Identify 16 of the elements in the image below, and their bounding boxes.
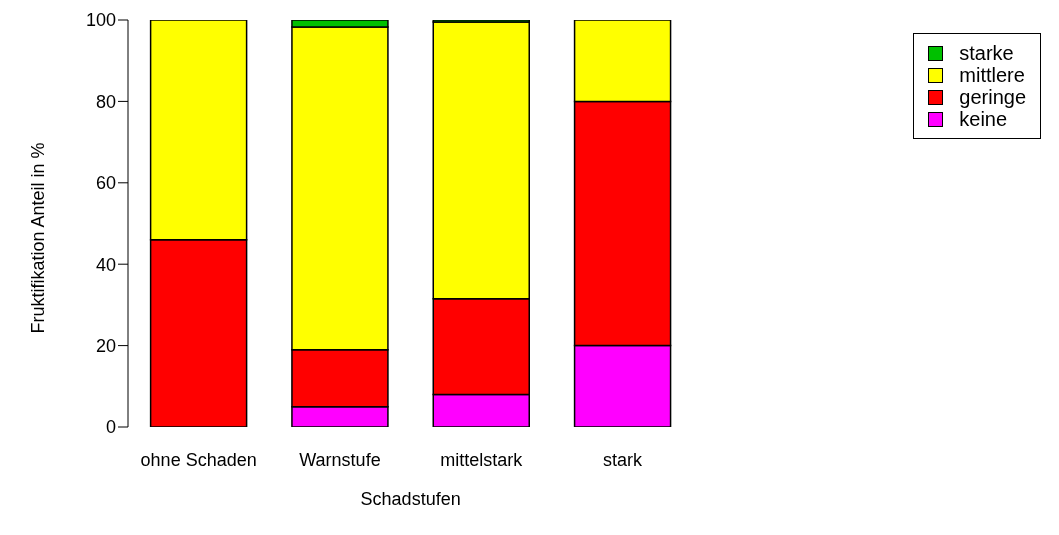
legend-label: starke	[959, 42, 1014, 64]
y-tick-label: 20	[95, 335, 116, 356]
x-tick-label: mittelstark	[440, 449, 524, 470]
y-tick-label: 80	[95, 91, 116, 112]
legend-label: geringe	[959, 86, 1026, 108]
y-tick-label: 40	[95, 254, 116, 275]
x-tick-label: stark	[603, 449, 644, 470]
y-tick-label: 0	[105, 417, 116, 438]
y-tick-label: 60	[95, 173, 116, 194]
legend-label: keine	[959, 108, 1008, 130]
x-tick-label: Warnstufe	[299, 449, 381, 470]
legend-label: mittlere	[959, 64, 1025, 86]
y-tick-label: 100	[85, 10, 116, 31]
x-axis-title: Schadstufen	[360, 489, 461, 509]
y-axis-title: Fruktifikation Anteil in %	[28, 142, 49, 334]
x-tick-label: ohne Schaden	[140, 449, 257, 470]
